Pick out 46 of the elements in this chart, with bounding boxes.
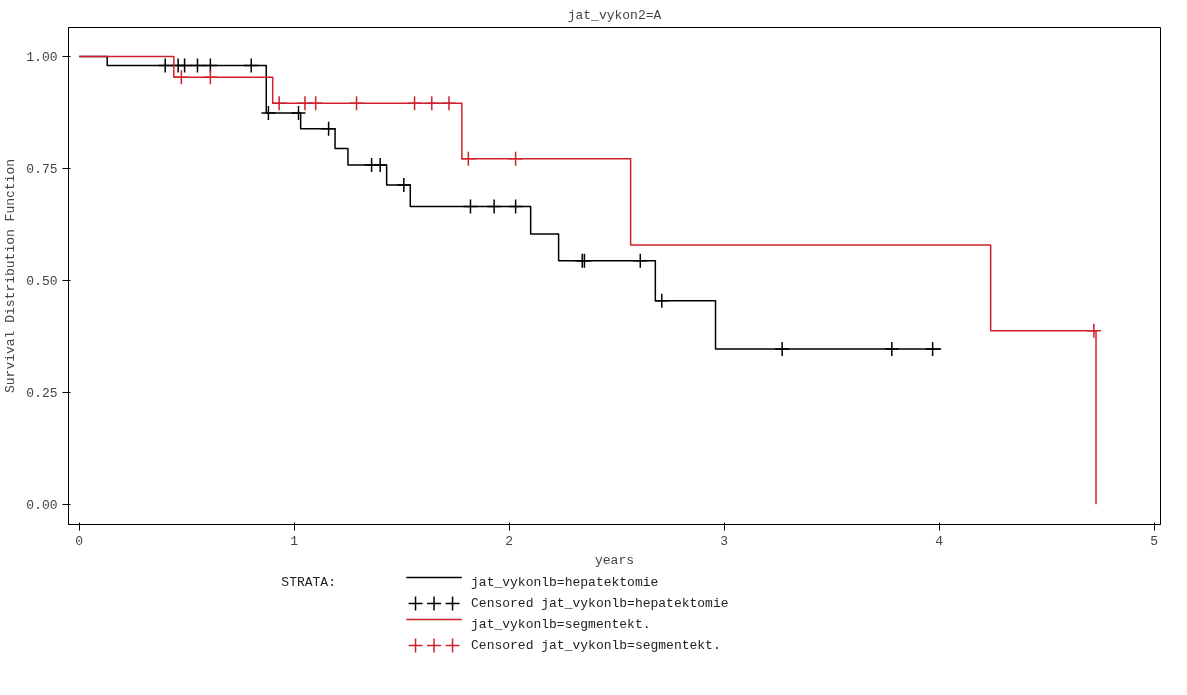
- point: [632, 253, 649, 269]
- point: [460, 150, 477, 167]
- point: [290, 105, 307, 121]
- y-tick-label: 0.25: [26, 385, 58, 401]
- chart-title: jat_vykon2=A: [567, 7, 662, 23]
- point: [243, 57, 259, 74]
- point: [396, 177, 412, 193]
- point: [462, 198, 479, 215]
- y-tick-label: 0.50: [26, 273, 58, 289]
- point: [884, 341, 900, 357]
- legend-label: Censored jat_vykonlb=hepatektomie: [471, 596, 729, 611]
- x-tick-label: 0: [75, 533, 84, 549]
- x-tick-label: 5: [1150, 533, 1158, 549]
- legend-label: jat_vykonlb=hepatektomie: [471, 575, 659, 590]
- point: [189, 57, 206, 74]
- point: [486, 198, 502, 215]
- x-tick-label: 1: [290, 533, 299, 549]
- point: [348, 95, 365, 111]
- x-tick-label: 2: [505, 533, 514, 549]
- y-tick-label: 0.75: [26, 162, 58, 178]
- x-tick-label: 3: [720, 533, 729, 549]
- y-axis-title: Survival Distribution Function: [3, 158, 19, 394]
- point: [173, 69, 190, 85]
- y-tick-label: 0.00: [26, 497, 58, 513]
- y-tick-label: 1.00: [26, 50, 58, 66]
- point: [157, 57, 173, 74]
- point: [202, 69, 219, 85]
- point: [507, 198, 524, 215]
- point: [654, 292, 670, 309]
- point: [507, 150, 524, 167]
- legend-label: jat_vykonlb=segmentekt.: [471, 617, 651, 632]
- point: [441, 95, 457, 111]
- point: [307, 95, 324, 111]
- point: [406, 95, 423, 111]
- point: [424, 95, 440, 111]
- legend-label: Censored jat_vykonlb=segmentekt.: [471, 638, 721, 653]
- point: [176, 57, 193, 74]
- x-tick-label: 4: [935, 533, 944, 549]
- x-axis-title: years: [595, 552, 635, 568]
- point: [774, 341, 790, 357]
- point: [260, 105, 277, 121]
- point: [1086, 322, 1102, 339]
- legend-title: STRATA:: [281, 575, 336, 590]
- point: [271, 95, 287, 111]
- point: [320, 120, 337, 137]
- point: [372, 157, 388, 173]
